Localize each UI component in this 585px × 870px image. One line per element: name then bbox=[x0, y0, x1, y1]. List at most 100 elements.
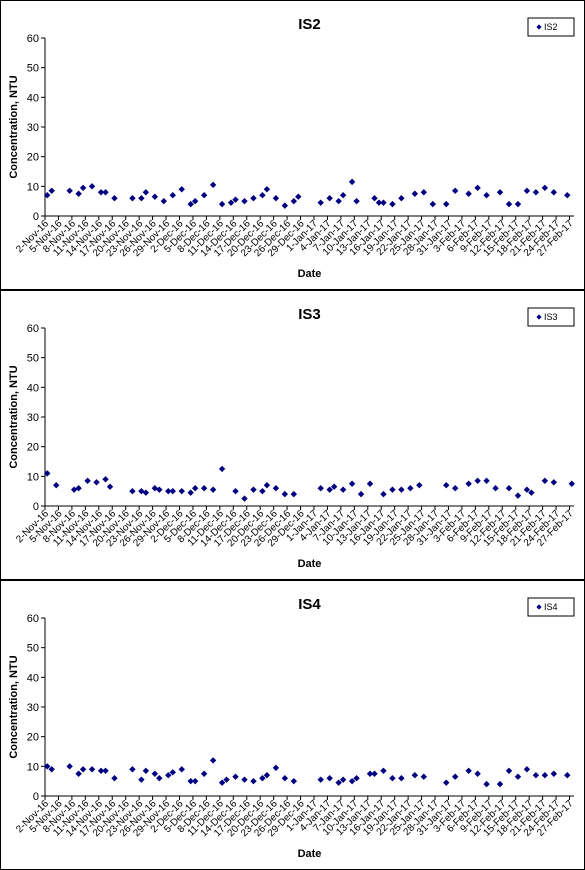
data-point bbox=[281, 775, 289, 782]
data-point bbox=[290, 490, 298, 498]
data-point bbox=[290, 777, 298, 785]
chart-title: IS3 bbox=[298, 306, 321, 323]
data-point bbox=[443, 482, 450, 489]
data-point bbox=[407, 485, 414, 492]
data-point bbox=[272, 485, 280, 492]
data-point bbox=[97, 189, 105, 196]
data-point bbox=[178, 186, 185, 193]
x-axis-label: Date bbox=[298, 558, 322, 570]
data-point bbox=[263, 186, 271, 193]
data-point bbox=[550, 770, 558, 777]
data-point bbox=[138, 776, 145, 783]
y-tick-label: 60 bbox=[27, 323, 39, 335]
data-point bbox=[75, 190, 82, 197]
data-point bbox=[272, 764, 280, 772]
data-point bbox=[102, 476, 109, 483]
data-point bbox=[335, 197, 342, 205]
data-point bbox=[483, 780, 490, 788]
chart-panel-is2: IS2 0 10 20 30 40 50 60 Concentration, NTU 2-Nov-… bbox=[0, 0, 585, 290]
y-axis-label: Concentration, NTU bbox=[8, 75, 20, 178]
data-point bbox=[53, 482, 60, 489]
data-point bbox=[200, 485, 208, 492]
data-point bbox=[532, 189, 540, 196]
data-point bbox=[151, 770, 159, 777]
data-point bbox=[348, 480, 356, 487]
data-point bbox=[79, 766, 87, 773]
data-point bbox=[142, 489, 150, 496]
data-point bbox=[420, 773, 428, 780]
data-point bbox=[178, 766, 185, 773]
data-point bbox=[88, 183, 96, 190]
legend-marker bbox=[536, 24, 542, 30]
data-point bbox=[75, 770, 82, 777]
data-point bbox=[129, 487, 136, 495]
data-point bbox=[138, 195, 145, 202]
data-point bbox=[209, 486, 217, 493]
data-point bbox=[398, 486, 405, 493]
data-point bbox=[263, 482, 271, 489]
data-point bbox=[532, 772, 540, 779]
legend-marker bbox=[536, 604, 542, 610]
data-point bbox=[375, 199, 383, 206]
legend: IS2 bbox=[527, 17, 575, 37]
data-point bbox=[348, 178, 356, 186]
data-point bbox=[129, 195, 136, 202]
y-tick-label: 50 bbox=[27, 353, 39, 365]
y-tick-label: 10 bbox=[27, 761, 39, 773]
data-point bbox=[326, 195, 333, 202]
data-point bbox=[465, 190, 472, 197]
data-point bbox=[339, 486, 347, 493]
data-point bbox=[272, 195, 280, 202]
data-point bbox=[281, 490, 289, 498]
data-point bbox=[451, 773, 459, 780]
data-point bbox=[241, 495, 248, 502]
data-point bbox=[218, 465, 226, 473]
data-point bbox=[250, 486, 257, 493]
data-point bbox=[232, 773, 239, 780]
data-point bbox=[330, 483, 338, 490]
data-point bbox=[380, 199, 387, 206]
data-point bbox=[474, 184, 481, 192]
y-tick-label: 50 bbox=[27, 63, 39, 75]
data-point bbox=[290, 197, 298, 205]
data-point bbox=[443, 200, 450, 208]
data-point bbox=[528, 489, 535, 496]
data-point bbox=[317, 199, 324, 206]
data-point bbox=[232, 196, 239, 203]
data-point bbox=[295, 193, 302, 200]
data-point bbox=[389, 200, 396, 208]
legend: IS4 bbox=[527, 597, 575, 617]
data-point bbox=[411, 772, 419, 779]
data-point bbox=[142, 767, 150, 774]
data-point bbox=[44, 192, 51, 199]
x-axis-label: Date bbox=[298, 268, 322, 280]
legend-label: IS4 bbox=[544, 602, 558, 612]
x-axis-label: Date bbox=[298, 848, 322, 860]
data-point bbox=[451, 187, 459, 194]
data-point bbox=[420, 189, 428, 196]
data-point bbox=[241, 776, 248, 783]
data-point bbox=[366, 480, 374, 487]
data-point bbox=[209, 757, 217, 764]
data-point bbox=[465, 767, 472, 774]
chart-panel-is4: IS4 0 10 20 30 40 50 60 Concentration, NTU 2-Nov-… bbox=[0, 580, 585, 870]
data-point bbox=[281, 202, 289, 209]
data-point bbox=[505, 200, 513, 208]
data-point bbox=[232, 487, 239, 495]
data-point bbox=[550, 189, 558, 196]
data-point bbox=[259, 192, 266, 199]
data-point bbox=[492, 485, 499, 492]
data-point bbox=[411, 190, 419, 197]
data-point bbox=[187, 200, 194, 208]
data-point bbox=[241, 197, 248, 205]
data-point bbox=[326, 486, 333, 493]
data-point bbox=[66, 763, 73, 770]
data-point bbox=[380, 767, 387, 774]
data-point bbox=[66, 187, 73, 194]
data-point bbox=[514, 492, 522, 499]
data-point bbox=[465, 480, 472, 487]
data-point bbox=[160, 197, 168, 205]
data-point bbox=[523, 486, 531, 493]
y-tick-label: 30 bbox=[27, 702, 39, 714]
